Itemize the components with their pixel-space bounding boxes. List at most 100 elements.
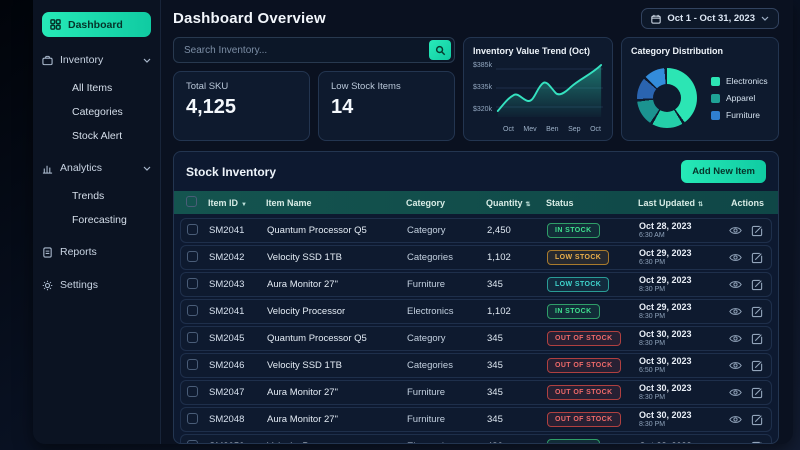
distribution-body: Electronics Apparel Furniture (631, 61, 769, 135)
cell-item-name: Velocity SSD 1TB (267, 360, 342, 371)
legend-swatch (711, 76, 720, 86)
y-tick: $385k (473, 62, 493, 69)
cell-item-name: Velocity Processor (267, 441, 407, 443)
table-row[interactable]: SM2045 Quantum Processor Q5 Category 345… (180, 326, 772, 351)
edit-button[interactable] (751, 306, 763, 318)
row-checkbox[interactable] (187, 331, 198, 343)
view-button[interactable] (729, 306, 742, 318)
row-checkbox[interactable] (187, 304, 198, 316)
sidebar-item-reports[interactable]: Reports (42, 242, 151, 262)
row-checkbox[interactable] (187, 358, 198, 370)
edit-button[interactable] (751, 333, 763, 345)
status-badge: OUT OF STOCK (547, 412, 621, 427)
view-button[interactable] (729, 387, 742, 399)
column-header-status[interactable]: Status (546, 197, 574, 208)
edit-button[interactable] (751, 252, 763, 264)
row-checkbox[interactable] (187, 277, 198, 289)
sidebar-item-all-items[interactable]: All Items (72, 82, 113, 94)
row-checkbox[interactable] (187, 439, 198, 443)
view-button[interactable] (729, 360, 742, 372)
edit-button[interactable] (751, 225, 763, 237)
search-input[interactable] (184, 44, 429, 56)
category-distribution-card: Category Distribution Electronics Appare… (621, 37, 779, 141)
cell-item-name: Quantum Processor Q5 (267, 333, 367, 344)
edit-button[interactable] (751, 279, 763, 291)
sidebar-item-inventory[interactable]: Inventory (42, 50, 151, 70)
edit-button[interactable] (751, 441, 763, 443)
cell-item-id: SM2047 (209, 387, 245, 398)
legend-item-furniture: Furniture (711, 110, 768, 120)
cell-item-id: SM2043 (209, 279, 245, 290)
cell-last-updated: Oct 30, 2023 6:50 PM (639, 356, 725, 374)
trend-chart: $385k $335k $320k (473, 61, 603, 124)
chevron-down-icon (143, 58, 151, 63)
sidebar-item-trends[interactable]: Trends (72, 190, 105, 202)
search-bar (173, 37, 455, 63)
cell-quantity: 1,102 (487, 252, 511, 263)
x-tick: Ben (546, 126, 559, 133)
distribution-legend: Electronics Apparel Furniture (711, 76, 768, 120)
column-header-item-id[interactable]: Item ID ▼ (208, 197, 247, 208)
time-text: 8:30 PM (639, 339, 666, 347)
cell-category: Furniture (407, 279, 446, 290)
sidebar-item-settings[interactable]: Settings (42, 275, 151, 295)
table-row[interactable]: SM2041 Quantum Processor Q5 Category 2,4… (180, 218, 772, 243)
search-button[interactable] (429, 40, 451, 60)
table-column-headers: Item ID ▼ Item Name Category Quantity ⇅ St… (174, 191, 778, 214)
legend-swatch (711, 110, 720, 120)
cell-item-id: SM2041 (209, 306, 245, 317)
edit-button[interactable] (751, 387, 763, 399)
row-checkbox[interactable] (187, 385, 198, 397)
cell-item-id: SM2041 (209, 225, 245, 236)
add-new-item-button[interactable]: Add New Item (681, 160, 766, 183)
view-button[interactable] (729, 441, 742, 443)
row-checkbox[interactable] (187, 250, 198, 262)
trend-chart-title: Inventory Value Trend (Oct) (473, 46, 591, 56)
date-range-picker[interactable]: Oct 1 - Oct 31, 2023 (641, 8, 779, 29)
time-text: 6:50 PM (639, 366, 666, 374)
table-row[interactable]: SM2047 Aura Monitor 27" Furniture 345 OU… (180, 380, 772, 405)
column-header-quantity[interactable]: Quantity ⇅ (486, 197, 531, 208)
view-button[interactable] (729, 225, 742, 237)
cell-last-updated: Oct 30, 2023 8:30 PM (639, 410, 725, 428)
table-row[interactable]: SM2042 Velocity SSD 1TB Categories 1,102… (180, 245, 772, 270)
column-header-category[interactable]: Category (406, 197, 446, 208)
cell-last-updated: Oct 30, 2023 8:30 PM (639, 329, 725, 347)
stat-value: 4,125 (186, 96, 237, 118)
sidebar-item-categories[interactable]: Categories (72, 106, 123, 118)
time-text: 8:30 PM (639, 312, 666, 320)
stat-label: Total SKU (186, 81, 229, 92)
column-header-item-name[interactable]: Item Name (266, 197, 312, 208)
view-button[interactable] (729, 252, 742, 264)
edit-button[interactable] (751, 360, 763, 372)
cell-last-updated: Oct 28, 2023 6:30 AM (639, 221, 725, 239)
table-row[interactable]: SM2041 Velocity Processor Electronics 1,… (180, 299, 772, 324)
overview-section: Total SKU 4,125 Low Stock Items 14 Inven… (173, 37, 779, 141)
view-button[interactable] (729, 279, 742, 291)
column-header-last-updated[interactable]: Last Updated ⇅ (638, 197, 704, 208)
cell-last-updated: Oct 30, 2023 8:30 PM (639, 383, 725, 401)
sidebar-item-forecasting[interactable]: Forecasting (72, 214, 127, 226)
dashboard-grid-icon (50, 19, 61, 30)
table-row[interactable]: SM2046 Velocity SSD 1TB Categories 345 O… (180, 353, 772, 378)
cell-item-id: SM2042 (209, 252, 245, 263)
view-button[interactable] (729, 414, 742, 426)
cell-last-updated: Oct 29, 2023 8:30 PM (639, 275, 725, 293)
sidebar-item-label: Inventory (60, 54, 104, 66)
table-row[interactable]: SM2048 Aura Monitor 27" Furniture 345 OU… (180, 407, 772, 432)
row-checkbox[interactable] (187, 223, 198, 235)
status-badge: IN STOCK (547, 223, 600, 238)
sidebar-item-label: Settings (60, 279, 98, 291)
table-row[interactable]: SM2050 Velocity Processor Electronics 48… (180, 434, 772, 443)
legend-item-apparel: Apparel (711, 93, 768, 103)
status-badge: OUT OF STOCK (547, 385, 621, 400)
distribution-title: Category Distribution (631, 46, 724, 56)
view-button[interactable] (729, 333, 742, 345)
table-row[interactable]: SM2043 Aura Monitor 27" Furniture 345 LO… (180, 272, 772, 297)
edit-button[interactable] (751, 414, 763, 426)
select-all-checkbox[interactable] (186, 196, 197, 207)
sidebar-item-stock-alert[interactable]: Stock Alert (72, 130, 123, 142)
sidebar-item-analytics[interactable]: Analytics (42, 158, 151, 178)
sidebar-item-dashboard[interactable]: Dashboard (42, 12, 151, 37)
row-checkbox[interactable] (187, 412, 198, 424)
